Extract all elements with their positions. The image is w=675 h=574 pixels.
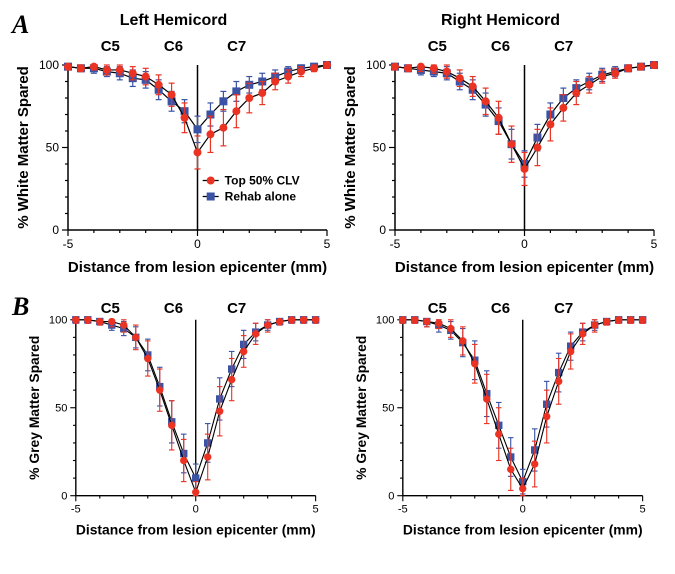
svg-text:-5: -5: [71, 503, 81, 515]
chart-title: Left Hemicord: [10, 12, 337, 30]
svg-text:-5: -5: [63, 237, 74, 251]
svg-text:100: 100: [366, 58, 386, 72]
svg-b-left: -505050100Distance from lesion epicenter…: [10, 292, 337, 542]
svg-a-left: -505050100Distance from lesion epicenter…: [10, 30, 337, 280]
svg-text:50: 50: [382, 402, 394, 414]
svg-text:% Grey Matter Spared: % Grey Matter Spared: [353, 336, 369, 480]
svg-text:-5: -5: [390, 237, 401, 251]
svg-text:5: 5: [313, 503, 319, 515]
svg-text:Distance from lesion epicenter: Distance from lesion epicenter (mm): [76, 522, 316, 538]
svg-text:% Grey Matter Spared: % Grey Matter Spared: [26, 336, 42, 480]
svg-text:100: 100: [49, 314, 68, 326]
svg-a-right: -505050100Distance from lesion epicenter…: [337, 30, 664, 280]
svg-text:5: 5: [324, 237, 331, 251]
svg-text:0: 0: [388, 490, 394, 502]
chart-b-right: C5 C6 C7 -505050100Distance from lesion …: [337, 292, 664, 562]
svg-text:-5: -5: [398, 503, 408, 515]
svg-text:50: 50: [55, 402, 67, 414]
svg-text:% White Matter Spared: % White Matter Spared: [342, 66, 359, 229]
chart-a-right: Right Hemicord C5 C6 C7 -505050100Distan…: [337, 10, 664, 280]
svg-text:100: 100: [39, 58, 59, 72]
row-b: C5 C6 C7 -505050100Distance from lesion …: [10, 292, 665, 562]
svg-text:50: 50: [46, 141, 60, 155]
svg-text:50: 50: [373, 141, 387, 155]
svg-text:5: 5: [651, 237, 658, 251]
svg-text:Top 50% CLV: Top 50% CLV: [225, 174, 300, 188]
svg-text:5: 5: [640, 503, 646, 515]
svg-text:0: 0: [193, 503, 199, 515]
chart-b-left: C5 C6 C7 -505050100Distance from lesion …: [10, 292, 337, 562]
chart-a-left: Left Hemicord C5 C6 C7 -505050100Distanc…: [10, 10, 337, 280]
svg-text:0: 0: [379, 223, 386, 237]
svg-text:% White Matter Spared: % White Matter Spared: [15, 66, 32, 229]
svg-text:Distance from lesion epicenter: Distance from lesion epicenter (mm): [403, 522, 643, 538]
row-a: Left Hemicord C5 C6 C7 -505050100Distanc…: [10, 10, 665, 280]
figure-container: A B Left Hemicord C5 C6 C7 -505050100Dis…: [10, 10, 665, 564]
svg-text:100: 100: [376, 314, 395, 326]
svg-text:Distance from lesion epicenter: Distance from lesion epicenter (mm): [395, 259, 654, 276]
svg-text:0: 0: [61, 490, 67, 502]
svg-text:Distance from lesion epicenter: Distance from lesion epicenter (mm): [68, 259, 327, 276]
svg-text:Rehab alone: Rehab alone: [225, 190, 297, 204]
svg-text:0: 0: [520, 503, 526, 515]
chart-title: Right Hemicord: [337, 12, 664, 30]
svg-text:0: 0: [194, 237, 201, 251]
svg-text:0: 0: [52, 223, 59, 237]
svg-b-right: -505050100Distance from lesion epicenter…: [337, 292, 664, 542]
svg-text:0: 0: [521, 237, 528, 251]
